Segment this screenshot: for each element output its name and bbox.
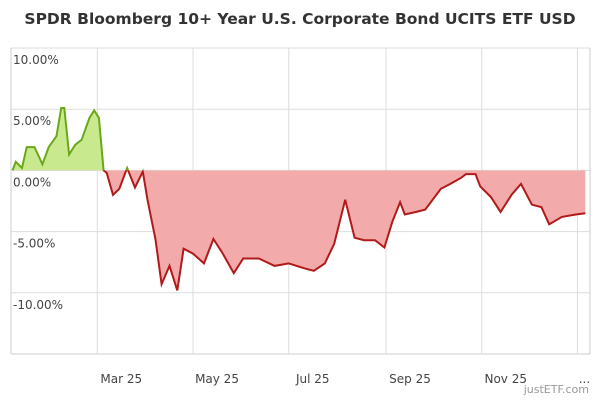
y-tick-label: 0.00%	[13, 175, 51, 189]
x-tick-label: Jul 25	[295, 372, 330, 386]
x-tick-label: Mar 25	[100, 372, 142, 386]
y-tick-label: 10.00%	[13, 53, 59, 67]
x-tick-label: Sep 25	[389, 372, 431, 386]
x-tick-label: Nov 25	[484, 372, 527, 386]
watermark: justETF.com	[523, 383, 589, 396]
chart-title: SPDR Bloomberg 10+ Year U.S. Corporate B…	[24, 10, 576, 28]
x-tick-label: May 25	[195, 372, 239, 386]
negative-line	[12, 170, 586, 291]
negative-area	[12, 170, 586, 291]
positive-line	[11, 107, 144, 171]
y-tick-label: -10.00%	[13, 298, 63, 312]
x-tick-label: ...	[579, 372, 590, 386]
y-tick-label: 5.00%	[13, 114, 51, 128]
y-tick-label: -5.00%	[13, 237, 55, 251]
